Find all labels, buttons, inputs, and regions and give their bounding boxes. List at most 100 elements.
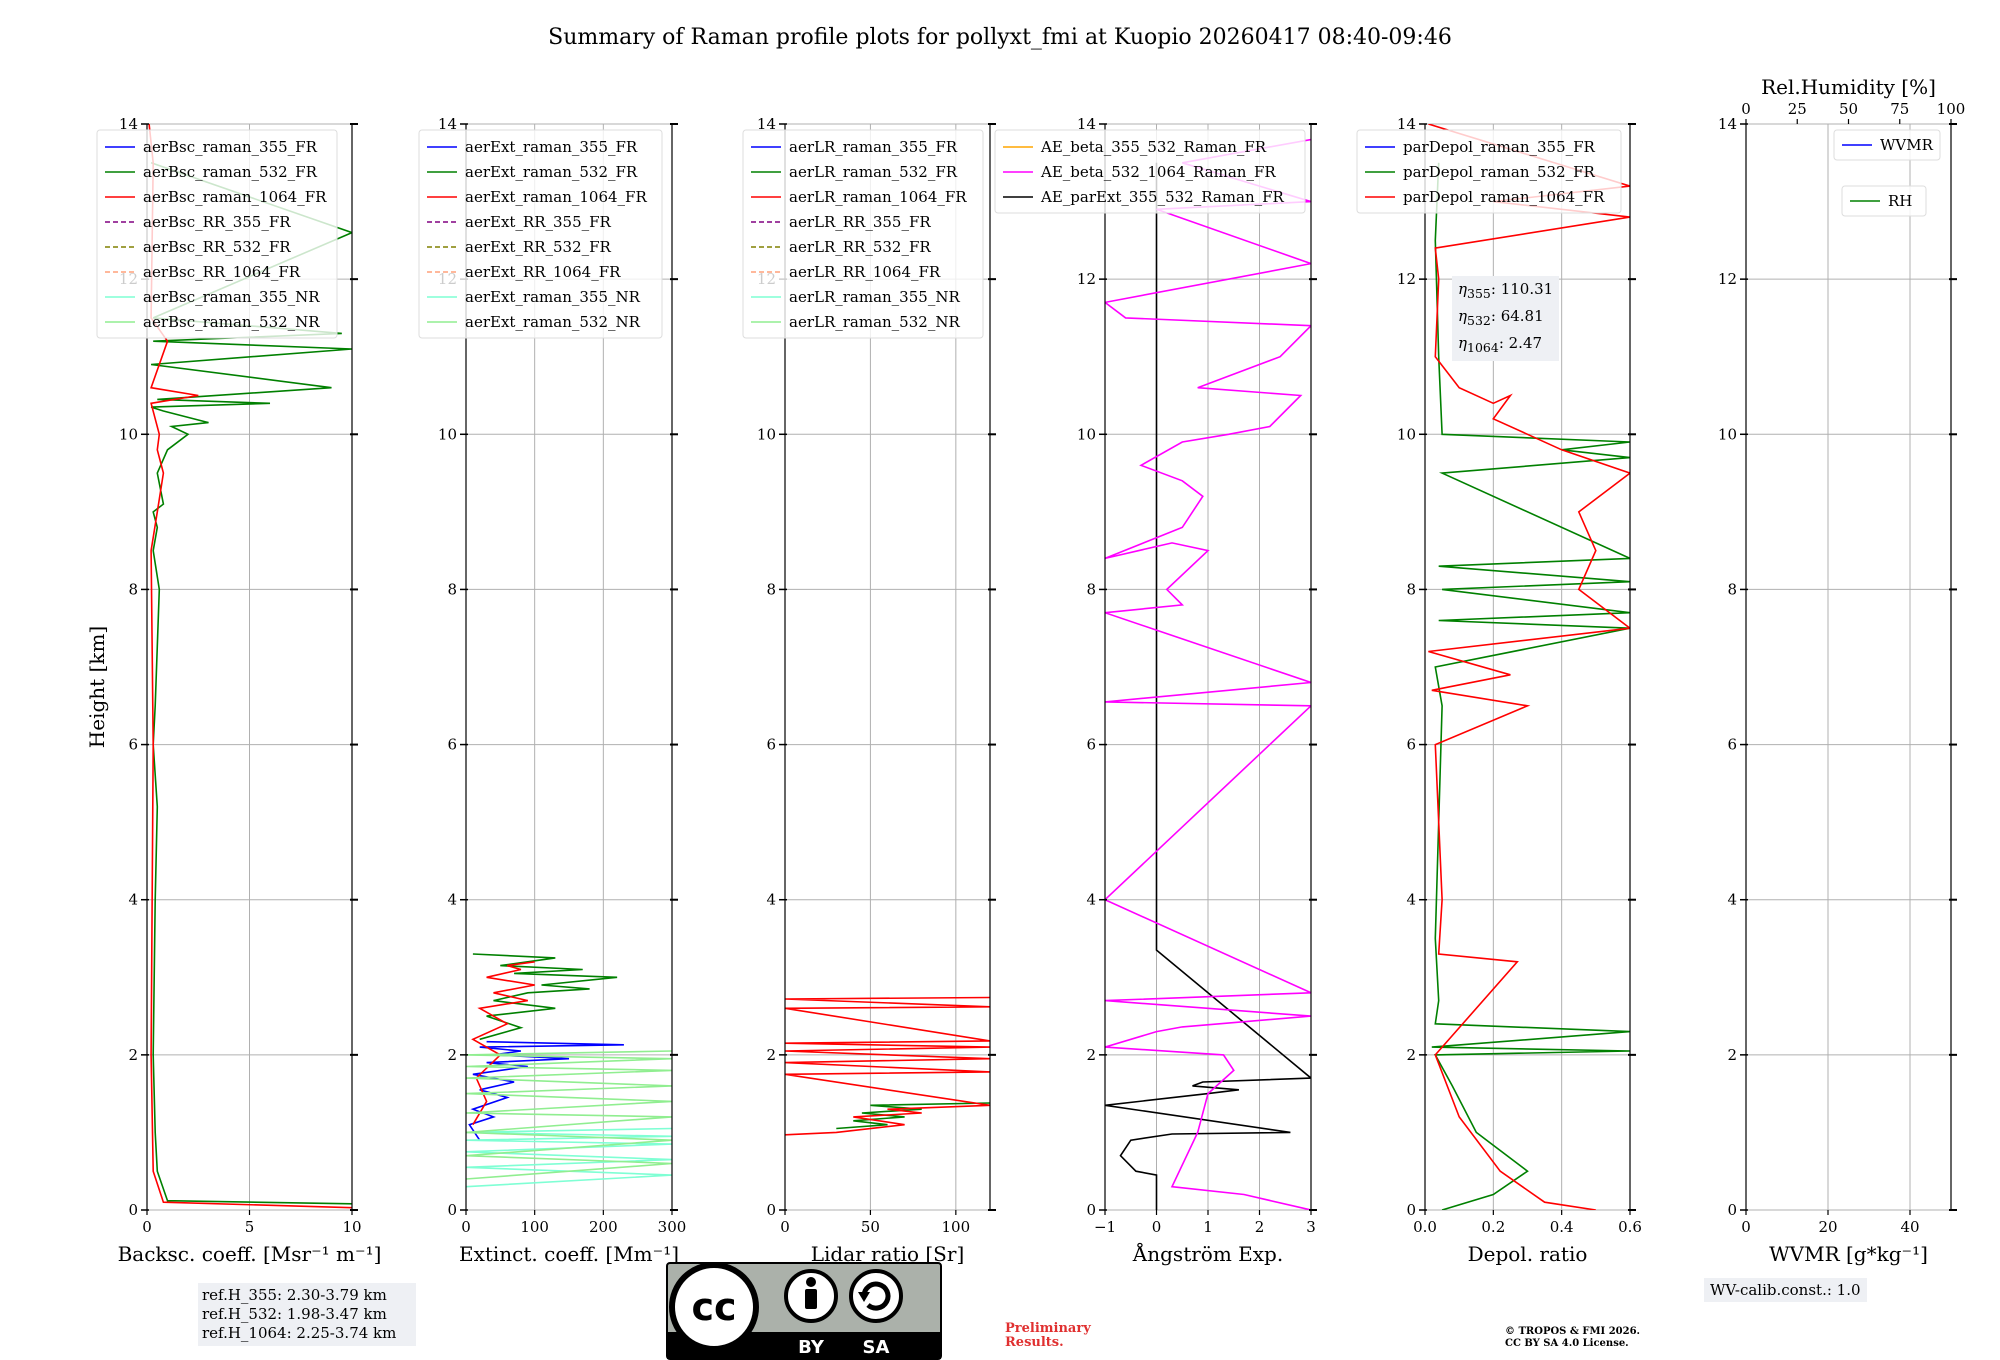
ref-h-532: ref.H_532: 1.98-3.47 km [202, 1305, 387, 1323]
figure-title: Summary of Raman profile plots for polly… [548, 25, 1452, 50]
legend: aerLR_raman_355_FR aerLR_raman_532_FR aerL… [742, 129, 984, 339]
legend-label: aerExt_raman_355_FR [465, 138, 638, 156]
x-tick-label: 200 [589, 1218, 618, 1236]
y-tick-label: 8 [1727, 580, 1737, 598]
y-tick-label: 6 [1406, 736, 1416, 754]
series-group [785, 996, 990, 1136]
y-tick-label: 4 [1406, 891, 1416, 909]
y-tick-label: 12 [1718, 270, 1737, 288]
x-tick-label: −1 [1094, 1218, 1116, 1236]
series-line-parDepol_raman_1064_FR [1428, 124, 1630, 1210]
legend-label: aerBsc_RR_532_FR [143, 238, 291, 256]
x-tick-label: 300 [658, 1218, 687, 1236]
legend-box [1356, 129, 1622, 214]
legend-label: aerBsc_raman_532_NR [143, 313, 320, 331]
legend-box [742, 129, 984, 339]
legend-label: aerLR_RR_1064_FR [789, 263, 941, 281]
legend-box [1833, 129, 1941, 161]
y-tick-label: 10 [1077, 425, 1096, 443]
y-tick-label: 12 [1077, 270, 1096, 288]
x-tick-label: 0.6 [1618, 1218, 1642, 1236]
y-tick-label: 2 [128, 1046, 138, 1064]
x-tick-label: 100 [942, 1218, 971, 1236]
legend-label: aerBsc_raman_1064_FR [143, 188, 327, 206]
y-tick-label: 14 [1077, 115, 1096, 133]
cc-icon [669, 1262, 759, 1352]
legend-label: aerBsc_RR_355_FR [143, 213, 291, 231]
legend-label: aerExt_raman_355_NR [465, 288, 641, 306]
legend-label: aerExt_raman_532_FR [465, 163, 638, 181]
legend-label: aerBsc_raman_355_FR [143, 138, 318, 156]
eta-355: η355: 110.31 [1458, 280, 1554, 301]
legend-label: AE_parExt_355_532_Raman_FR [1040, 188, 1285, 206]
legend-label: aerLR_raman_355_NR [789, 288, 960, 306]
eta-532-value: 64.81 [1500, 307, 1544, 325]
legend: aerBsc_raman_355_FR aerBsc_raman_532_FRae… [96, 129, 338, 339]
legend-label: aerBsc_raman_355_NR [143, 288, 320, 306]
x-tick-label: 100 [520, 1218, 549, 1236]
reference-height-box: ref.H_355: 2.30-3.79 km ref.H_532: 1.98-… [198, 1283, 416, 1346]
y-tick-label: 4 [447, 891, 457, 909]
eta-355-value: 110.31 [1500, 280, 1554, 298]
y-tick-label: 14 [1718, 115, 1737, 133]
y-tick-label: 14 [1397, 115, 1416, 133]
copyright-line-1: © TROPOS & FMI 2026. [1505, 1326, 1641, 1337]
cc-by-sa-badge: cc BY SA [666, 1262, 942, 1360]
y-tick-label: 8 [766, 580, 776, 598]
legend-label: AE_beta_532_1064_Raman_FR [1040, 163, 1276, 181]
y-tick-label: 6 [447, 736, 457, 754]
legend-label: aerBsc_RR_1064_FR [143, 263, 301, 281]
y-tick-label: 14 [438, 115, 457, 133]
y-axis-label: Height [km] [85, 626, 109, 748]
x-tick-label: 0 [1152, 1218, 1162, 1236]
y-tick-label: 2 [447, 1046, 457, 1064]
y-tick-label: 10 [119, 425, 138, 443]
legend-label: aerExt_raman_532_NR [465, 313, 641, 331]
eta-1064: η1064: 2.47 [1458, 334, 1543, 355]
series-group [1428, 124, 1630, 1210]
legend: AE_beta_355_532_Raman_FR AE_beta_532_1064… [994, 129, 1306, 214]
series-line-AE_beta_532_1064_Raman_FR [1105, 138, 1311, 1210]
panel-backscatter: 024681012140510Backsc. coeff. [Msr⁻¹ m⁻¹… [96, 115, 382, 1266]
y-tick-label: 0 [447, 1201, 457, 1219]
preliminary-note: Preliminary Results. [1005, 1322, 1091, 1350]
series-line-AE_parExt_355_532_Raman_FR [1105, 162, 1311, 1210]
y-tick-label: 8 [447, 580, 457, 598]
x-tick-label: 3 [1306, 1218, 1316, 1236]
y-tick-label: 6 [1086, 736, 1096, 754]
x-axis-label: Extinct. coeff. [Mm⁻¹] [459, 1242, 679, 1266]
legend: parDepol_raman_355_FR parDepol_raman_532_… [1356, 129, 1622, 214]
ref-h-355: ref.H_355: 2.30-3.79 km [202, 1286, 387, 1304]
y-tick-label: 0 [766, 1201, 776, 1219]
preliminary-line-2: Results. [1005, 1335, 1064, 1350]
eta-1064-sub: 1064 [1467, 340, 1499, 355]
y-tick-label: 10 [1718, 425, 1737, 443]
panel-depolarization: 0 2 4 6 8 10 12 14 0.0 0.2 0.4 0.6 Depol. ratio parDe… [1356, 115, 1642, 1266]
top-x-tick-label: 25 [1788, 100, 1807, 118]
x-tick-label: 1 [1203, 1218, 1213, 1236]
series-line-aerBsc_raman_532_FR [150, 162, 352, 1205]
eta-355-sub: 355 [1467, 286, 1491, 301]
legend-label: parDepol_raman_355_FR [1403, 138, 1596, 156]
sa-label: SA [863, 1337, 890, 1358]
panel-lidar_ratio: 02468101214050100Lidar ratio [Sr]aerLR_r… [742, 115, 996, 1266]
copyright-line-2: CC BY SA 4.0 License. [1505, 1338, 1629, 1349]
series-group [466, 953, 672, 1188]
preliminary-line-1: Preliminary [1005, 1321, 1091, 1336]
legend: aerExt_raman_355_FR aerExt_raman_532_FRae… [418, 129, 663, 339]
series-line-aerExt_raman_1064_FR [471, 961, 535, 1126]
y-tick-label: 14 [119, 115, 138, 133]
y-tick-label: 10 [438, 425, 457, 443]
x-axis-label: Backsc. coeff. [Msr⁻¹ m⁻¹] [118, 1242, 382, 1266]
legend-box [96, 129, 338, 339]
y-tick-label: 0 [128, 1201, 138, 1219]
x-tick-label: 0.2 [1481, 1218, 1505, 1236]
copyright-note: © TROPOS & FMI 2026. CC BY SA 4.0 Licens… [1505, 1326, 1640, 1350]
legend-label: aerLR_raman_355_FR [789, 138, 958, 156]
x-tick-label: 5 [245, 1218, 255, 1236]
x-tick-label: 0 [142, 1218, 152, 1236]
y-tick-label: 12 [1397, 270, 1416, 288]
x-tick-label: 40 [1900, 1218, 1919, 1236]
